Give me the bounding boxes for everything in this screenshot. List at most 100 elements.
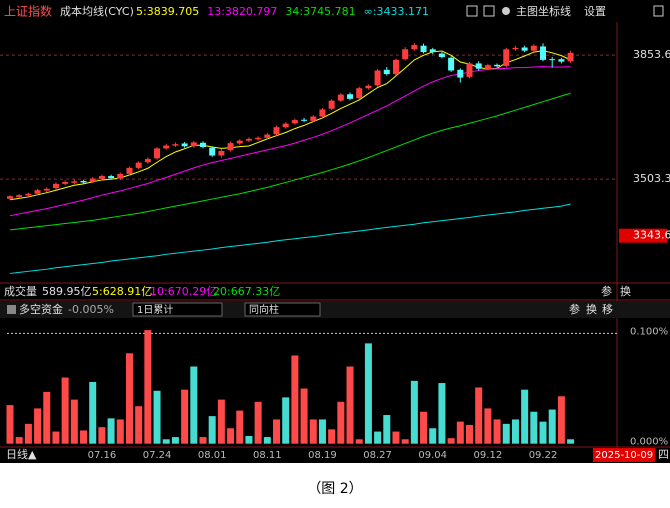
flow-bar [190,366,198,444]
candle-body [512,47,519,50]
flow-bar [318,419,326,444]
flow-bar [420,411,428,444]
zoom-out-icon[interactable] [483,5,495,17]
candle-body [135,162,142,168]
candle-body [25,193,32,196]
flow-bar [15,437,23,444]
flow-bar [199,437,207,444]
candle-body [540,46,547,60]
tool-button[interactable]: 移 [602,303,613,316]
tool-button[interactable]: 换 [586,302,597,316]
ma-line [9,203,571,274]
flow-bar [171,437,179,444]
dropdown-text[interactable]: 同向柱 [249,303,279,316]
candle-body [62,182,69,184]
flow-bar [227,428,235,444]
y-tick-label: 0.100% [630,326,668,337]
candle-body [558,59,565,62]
price-marker-box [619,228,667,243]
help-icon[interactable] [7,305,16,314]
dropdown[interactable] [132,302,223,317]
flow-bar [493,419,501,444]
candle-body [34,190,41,194]
flow-bar [34,408,42,444]
flow-bar [328,429,336,444]
flow-bar [153,390,161,444]
flow-bar [567,439,575,444]
volume-ma: 20:667.33亿 [213,285,280,298]
tool-button[interactable]: 参 [601,284,612,298]
flow-bar [52,431,60,444]
flow-bar [273,419,281,444]
flow-bar [116,419,124,444]
ma-line [9,66,571,217]
toolbar-settings[interactable]: 设置 [584,5,606,18]
x-tick-label: 08.19 [308,450,337,461]
x-tick-label: 09.12 [474,450,503,461]
y-tick-label: 0.000% [630,437,668,448]
candle-body [310,116,317,121]
tool-button[interactable]: 换 [620,284,631,298]
flow-bar [530,411,538,444]
flow-bar [6,405,14,444]
flow-bar [521,389,529,444]
flow-bar [557,396,565,444]
toolbar-main[interactable]: 主图 [516,5,538,18]
candle-body [255,137,262,140]
flow-bar [475,387,483,444]
legend-entry: 34:3745.781 [285,5,355,18]
x-tick-label: 08.11 [253,450,282,461]
candle-body [383,69,390,75]
toolbar-icons[interactable] [466,5,664,17]
window-icon[interactable] [653,5,664,17]
candle-body [374,70,381,86]
volume-ma: 10:670.29亿 [150,285,217,298]
x-tick-label: 08.27 [363,450,392,461]
candle-body [475,63,482,69]
flow-bar [70,399,78,444]
y-tick-label: 3503.3 [633,172,670,185]
flow-bar [43,391,51,444]
candle-body [530,45,537,51]
candle-body [347,94,354,99]
indicator-title: 多空资金 [19,302,63,316]
candle-body [218,150,225,156]
volume-value: 589.95亿 [42,285,92,298]
flow-bar [502,423,510,444]
favorite-icon[interactable] [502,7,510,15]
indicator-value: -0.005% [68,303,114,316]
candle-body [52,183,59,189]
tool-button[interactable]: 参 [569,302,580,316]
candle-body [43,188,50,191]
flow-bar [374,431,382,444]
period-label[interactable]: 日线▲ [6,447,37,461]
flow-bar [208,416,216,444]
dropdown[interactable] [244,302,321,317]
dropdown-text[interactable]: 1日累计 [137,303,173,316]
candle-body [429,49,436,53]
flow-bar [162,439,170,444]
candle-body [448,57,455,71]
candle-body [567,52,574,62]
candle-body [7,196,13,199]
toolbar-grid[interactable]: 坐标线 [538,4,571,18]
candle-body [457,69,464,78]
candle-body [438,53,445,58]
candle-body [319,109,326,117]
candle-body [521,47,528,51]
candle-body [273,127,280,135]
candle-body [411,45,418,50]
candle-body [209,147,216,156]
candle-body [16,195,23,197]
candle-body [549,59,556,61]
legend-entry: 5:3839.705 [136,5,199,18]
flow-bar [300,388,308,444]
legend-entry: ∞:3433.171 [364,5,429,18]
candle-body [117,173,124,179]
candle-body [126,167,133,174]
zoom-in-icon[interactable] [466,5,478,17]
candle-body [356,88,363,99]
flow-bar [456,421,464,444]
candle-body [494,64,501,67]
